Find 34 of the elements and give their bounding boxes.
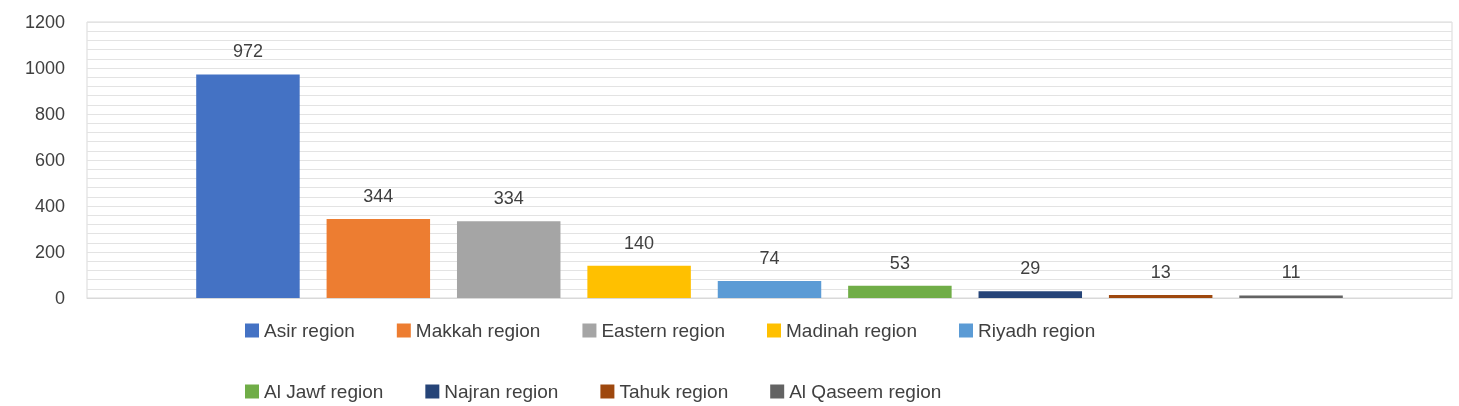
legend-label: Najran region [444,381,559,402]
legend-label: Makkah region [415,320,541,341]
bar [1108,295,1213,298]
bar [196,74,300,298]
legend-label: Eastern region [601,320,726,341]
bar [717,280,822,298]
bar [848,285,952,298]
data-label: 29 [1020,258,1041,279]
legend-label: Asir region [264,320,355,341]
y-tick-label: 0 [54,288,65,308]
data-label: 972 [232,41,263,62]
legend-label: Madinah region [786,320,917,341]
data-label: 334 [493,188,524,209]
bar [1239,295,1343,298]
bar [326,218,431,298]
data-label: 53 [889,252,910,273]
data-label: 344 [363,185,394,206]
y-tick-label: 1000 [24,58,65,78]
y-tick-label: 1200 [24,12,65,32]
data-label: 140 [624,232,655,253]
y-tick-label: 600 [34,150,65,170]
legend-label: Tahuk region [619,381,729,402]
y-tick-label: 400 [34,196,65,216]
bar [456,221,561,298]
y-tick-label: 800 [34,104,65,124]
data-label: 13 [1150,262,1171,283]
bar [978,291,1083,298]
legend-label: Riyadh region [977,320,1096,341]
data-label: 74 [759,247,780,268]
y-tick-label: 200 [34,242,65,262]
data-label: 11 [1281,262,1301,283]
legend-label: Al Qaseem region [789,381,942,402]
bar [587,265,691,298]
legend-label: Al Jawf region [264,381,384,402]
